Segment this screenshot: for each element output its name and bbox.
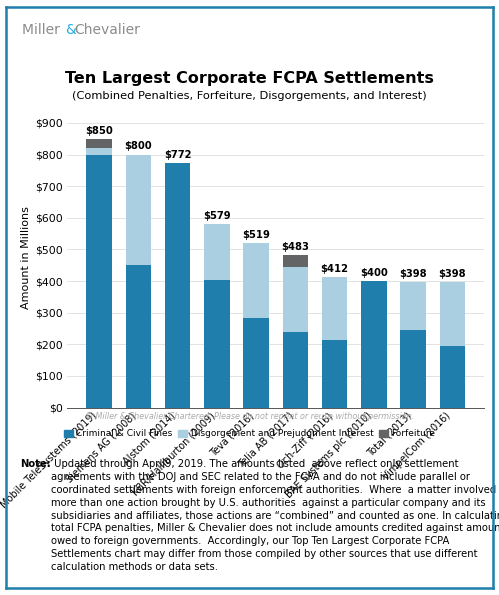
Text: Ten Largest Corporate FCPA Settlements: Ten Largest Corporate FCPA Settlements bbox=[65, 71, 434, 86]
Text: Updated through April9, 2019. The amounts listed  above reflect only settlement
: Updated through April9, 2019. The amount… bbox=[51, 459, 499, 572]
Text: $398: $398 bbox=[439, 268, 466, 278]
Bar bbox=[126, 265, 151, 408]
Y-axis label: Amount in Millions: Amount in Millions bbox=[21, 206, 31, 309]
Bar bbox=[282, 255, 308, 267]
Bar bbox=[126, 155, 151, 265]
Bar bbox=[400, 330, 426, 408]
Text: $483: $483 bbox=[281, 242, 309, 252]
Bar bbox=[86, 155, 112, 408]
Text: Note:: Note: bbox=[20, 459, 51, 469]
Bar bbox=[400, 281, 426, 330]
Text: Chevalier: Chevalier bbox=[74, 23, 140, 37]
Bar bbox=[165, 164, 190, 408]
Text: &: & bbox=[65, 23, 76, 37]
Text: $772: $772 bbox=[164, 150, 191, 160]
Text: $800: $800 bbox=[125, 142, 152, 151]
Bar bbox=[282, 332, 308, 408]
Bar bbox=[204, 224, 230, 280]
Text: (Combined Penalties, Forfeiture, Disgorgements, and Interest): (Combined Penalties, Forfeiture, Disgorg… bbox=[72, 91, 427, 101]
Text: $579: $579 bbox=[203, 211, 231, 221]
Bar bbox=[440, 281, 465, 346]
Bar bbox=[86, 139, 112, 148]
Text: Miller: Miller bbox=[22, 23, 65, 37]
Bar bbox=[204, 280, 230, 408]
Text: $519: $519 bbox=[242, 230, 270, 240]
Text: $412: $412 bbox=[320, 264, 349, 274]
Legend: Criminal & Civil Fines, Disgorgement and Prejudgment Interest, Forfeiture: Criminal & Civil Fines, Disgorgement and… bbox=[60, 426, 439, 442]
Text: © Miller & Chevalier Chartered. Please do not reprint or reuse without permissio: © Miller & Chevalier Chartered. Please d… bbox=[85, 412, 414, 421]
Bar bbox=[361, 281, 387, 408]
Bar bbox=[244, 243, 269, 318]
Bar bbox=[86, 148, 112, 155]
Bar bbox=[244, 318, 269, 408]
Bar bbox=[440, 346, 465, 408]
Text: $850: $850 bbox=[85, 126, 113, 136]
Bar bbox=[322, 277, 347, 340]
Text: $400: $400 bbox=[360, 268, 388, 278]
Text: $398: $398 bbox=[399, 268, 427, 278]
Bar bbox=[282, 267, 308, 332]
Bar bbox=[322, 340, 347, 408]
